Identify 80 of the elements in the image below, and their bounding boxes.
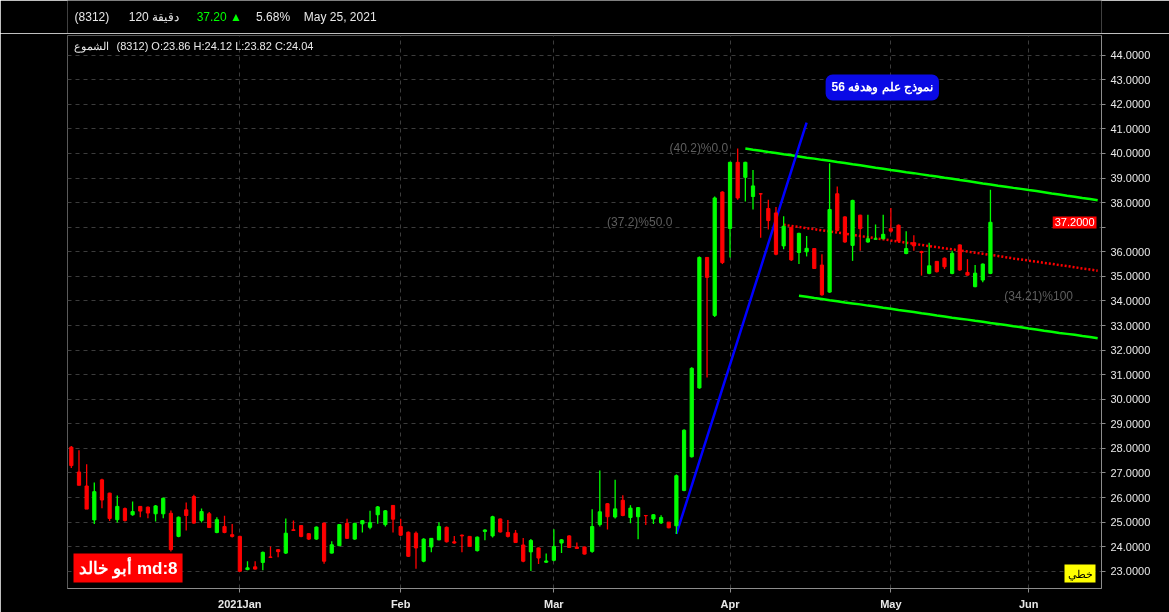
candlestick [750, 169, 756, 211]
y-tick-label: 29.0000 [1110, 417, 1151, 430]
candlestick [796, 232, 802, 265]
x-tick-label: Feb [390, 597, 411, 610]
x-tick-label: Apr [720, 597, 741, 610]
y-tick-label: 33.0000 [1110, 319, 1151, 332]
y-tick-label: 41.0000 [1110, 122, 1151, 135]
y-tick-label: 32.0000 [1110, 344, 1151, 357]
y-tick-label: 39.0000 [1110, 172, 1151, 185]
candlestick [521, 537, 526, 563]
candlestick [743, 161, 748, 203]
y-tick-label: 36.0000 [1110, 245, 1151, 258]
candlestick [276, 548, 281, 558]
text: May 25, 2021 [303, 10, 377, 24]
annotation: (37.2)%50.0 [607, 215, 673, 230]
y-tick-label: 24.0000 [1110, 540, 1151, 553]
y-tick-label: 44.0000 [1110, 49, 1151, 62]
candlestick [184, 501, 189, 532]
annotation: (34.21)%100 [1004, 288, 1074, 303]
y-tick-label: 43.0000 [1110, 73, 1151, 86]
candlestick [597, 469, 602, 528]
chart-title: (8312) [74, 10, 110, 24]
candlestick [367, 510, 373, 530]
candlestick [528, 538, 533, 572]
candlestick [927, 242, 932, 275]
candlestick [888, 207, 893, 234]
candlestick [781, 215, 786, 250]
candlestick [804, 235, 809, 258]
candlestick [260, 550, 265, 571]
chart-subtitle: 120 دقيقة [128, 10, 180, 24]
annotation: (8312) O:23.86 H:24.12 L:23.82 C:24.04 [116, 39, 314, 52]
y-tick-label: 26.0000 [1110, 491, 1151, 504]
candlestick [505, 519, 511, 539]
candlestick [605, 502, 610, 531]
annotation: (40.2)%0.0 [669, 141, 729, 156]
x-tick-label: May [880, 597, 903, 610]
candlestick [812, 247, 817, 270]
y-tick-label: 23.0000 [1110, 565, 1151, 578]
candlestick [704, 256, 710, 379]
y-tick-label: 42.0000 [1110, 98, 1151, 111]
candlestick [413, 530, 419, 570]
y-tick-label: 31.0000 [1110, 368, 1151, 381]
candlestick [919, 250, 924, 277]
y-tick-label: 40.0000 [1110, 147, 1151, 160]
annotation: أبو خالد md:8 [78, 555, 178, 579]
candlestick [551, 528, 556, 562]
y-tick-label: 30.0000 [1110, 393, 1151, 406]
y-tick-label: 27.0000 [1110, 466, 1151, 479]
candlestick [115, 494, 120, 524]
candlestick [613, 479, 618, 520]
x-tick-label: 2021Jan [218, 597, 262, 610]
candlestick [337, 523, 342, 547]
candlestick [636, 506, 641, 540]
candlestick [69, 445, 74, 469]
candlestick [865, 214, 870, 244]
candlestick [99, 477, 105, 509]
candlestick [980, 262, 985, 283]
y-tick-label: 25.0000 [1110, 516, 1151, 529]
candlestick [628, 504, 633, 525]
candlestick [84, 463, 89, 510]
candlestick [482, 528, 488, 541]
candlestick [758, 192, 763, 239]
text: 37.20 ▲ [196, 10, 242, 24]
annotation: 37.2000 [1054, 216, 1095, 229]
text: 5.68% [256, 10, 291, 24]
annotation: نموذج علم وهدفه 56 [831, 80, 933, 96]
candlestick [766, 199, 771, 231]
annotation: الشموع [73, 39, 109, 53]
candlestick [76, 449, 82, 486]
y-tick-label: 34.0000 [1110, 294, 1151, 307]
candlestick [881, 214, 886, 240]
y-tick-label: 28.0000 [1110, 442, 1151, 455]
x-tick-label: Jun [1018, 597, 1039, 610]
candlestick [390, 504, 396, 534]
y-tick-label: 38.0000 [1110, 196, 1151, 209]
x-tick-label: Mar [544, 597, 565, 610]
candlestick [459, 533, 465, 554]
y-tick-label: 35.0000 [1110, 270, 1151, 283]
annotation: خطي [1067, 567, 1093, 581]
candlestick [283, 517, 288, 555]
